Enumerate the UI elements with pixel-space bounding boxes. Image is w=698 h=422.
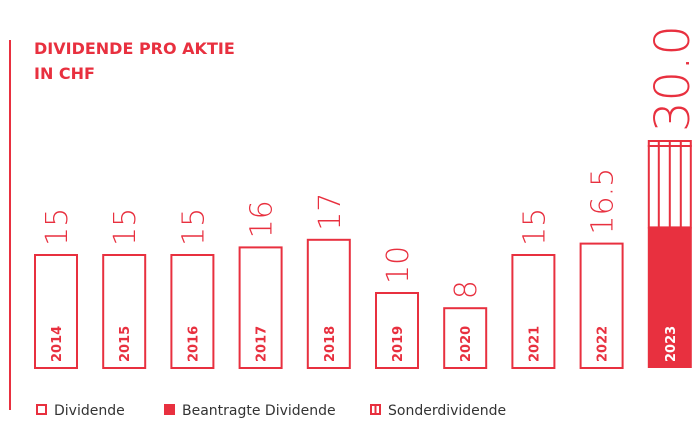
x-tick-label: 2016 xyxy=(186,326,201,362)
bar xyxy=(511,254,556,369)
bar xyxy=(238,246,283,369)
bar xyxy=(170,254,215,369)
x-tick-label: 2015 xyxy=(118,326,133,362)
chart-title: DIVIDENDE PRO AKTIE xyxy=(34,39,235,58)
legend-swatch xyxy=(164,404,175,415)
x-tick-label: 2014 xyxy=(50,326,65,362)
value-label: 16.5 xyxy=(586,168,621,235)
x-tick-label: 2019 xyxy=(391,326,406,362)
value-label: 8 xyxy=(449,280,484,299)
bar xyxy=(306,238,351,369)
total-label: 30.0 xyxy=(645,25,698,132)
bar xyxy=(579,242,624,370)
chart-title: IN CHF xyxy=(34,64,95,83)
x-tick-label: 2022 xyxy=(596,326,611,362)
bar xyxy=(443,307,488,370)
value-label: 10 xyxy=(381,246,416,284)
bar xyxy=(102,254,147,369)
bar-segment xyxy=(647,227,692,368)
legend-label: Dividende xyxy=(54,403,125,419)
bar xyxy=(375,292,419,369)
x-tick-label: 2017 xyxy=(255,326,270,362)
legend-swatch xyxy=(36,404,47,415)
value-label: 15 xyxy=(176,208,211,246)
value-label: 15 xyxy=(517,208,552,246)
bar xyxy=(34,254,78,369)
value-label: 15 xyxy=(40,208,75,246)
x-tick-label: 2020 xyxy=(459,326,474,362)
value-label: 15 xyxy=(108,208,143,246)
bar-segment xyxy=(647,140,692,229)
value-label: 17 xyxy=(313,193,348,231)
legend-label: Beantragte Dividende xyxy=(182,403,336,419)
value-label: 16 xyxy=(245,200,280,238)
x-tick-label: 2021 xyxy=(527,326,542,362)
x-tick-label: 2018 xyxy=(323,326,338,362)
x-tick-label: 2023 xyxy=(664,326,679,362)
legend-label: Sonderdividende xyxy=(388,403,506,419)
